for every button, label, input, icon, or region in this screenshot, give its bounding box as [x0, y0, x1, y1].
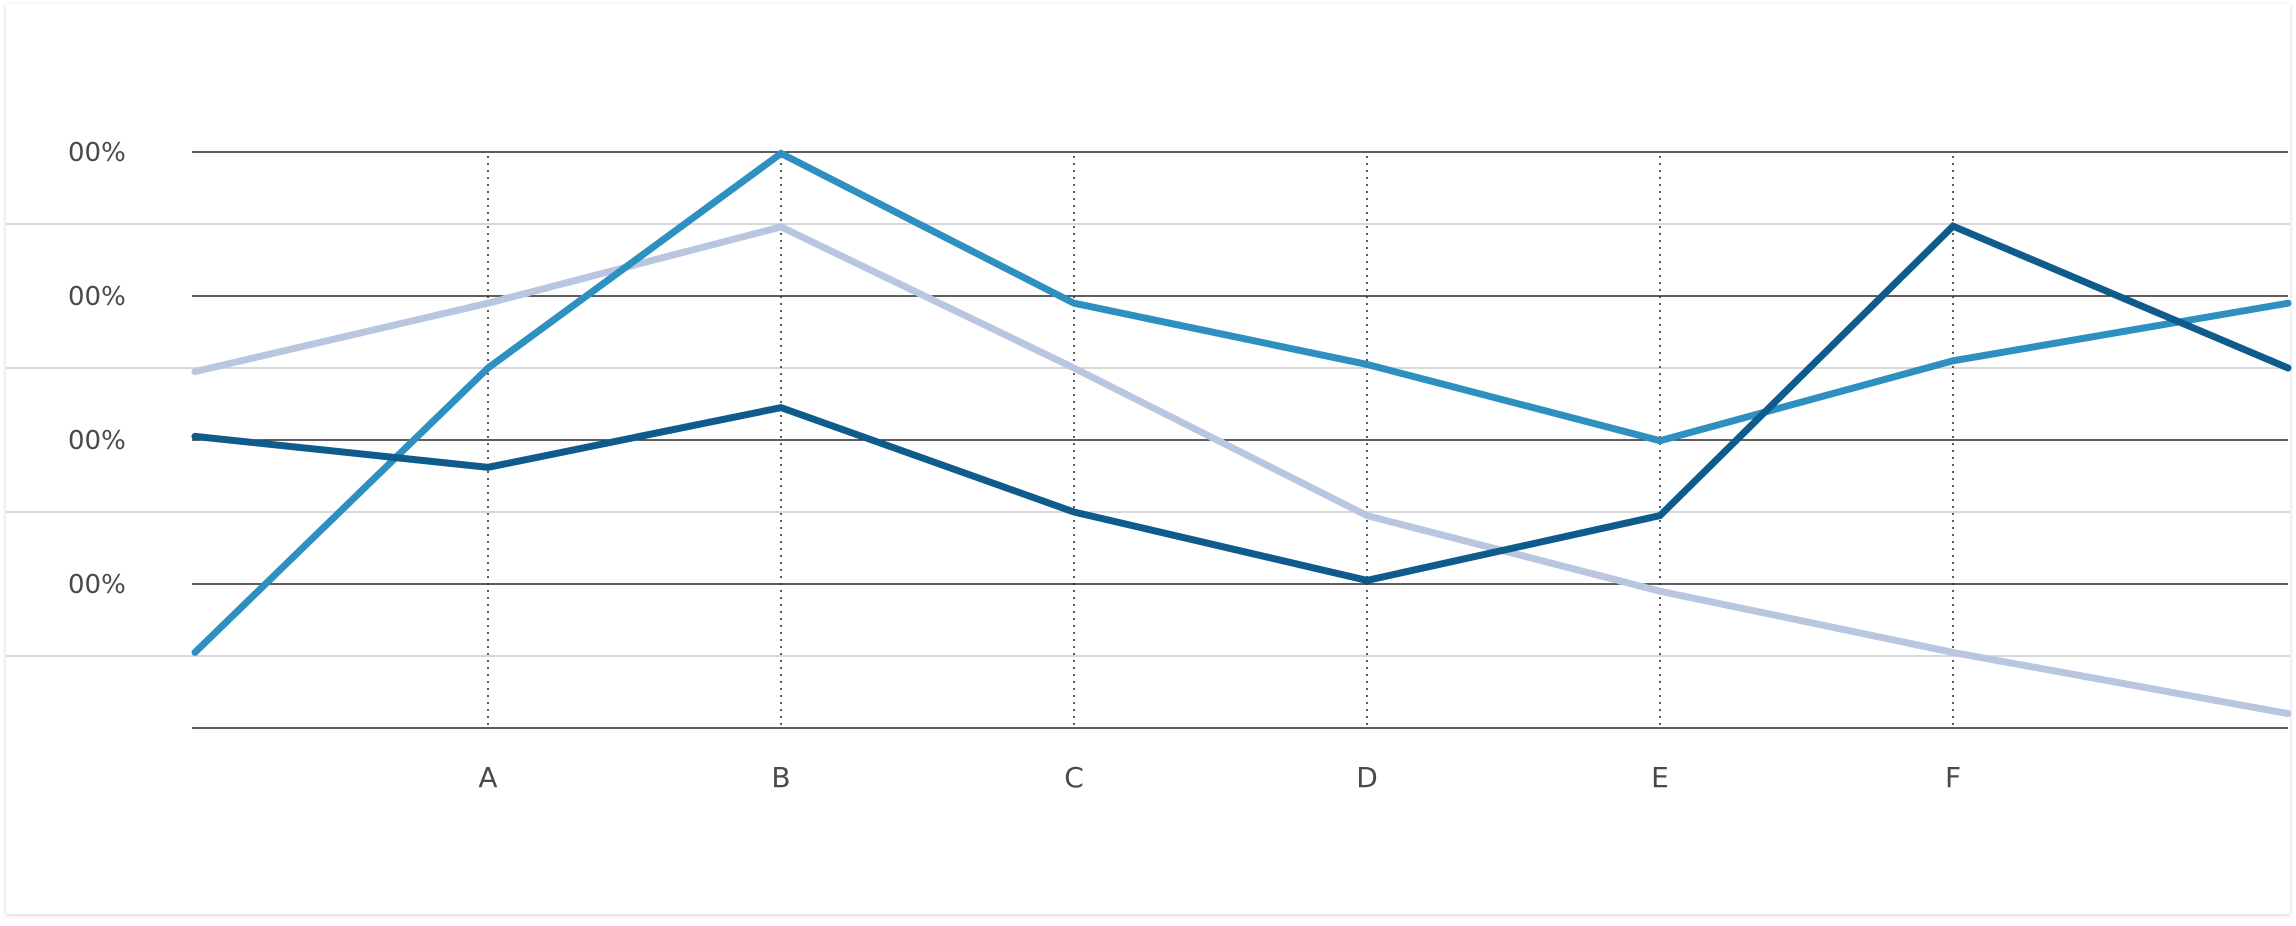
vertical-gridlines — [487, 156, 1954, 728]
series-line-1 — [191, 223, 2292, 718]
x-tick-label-d: D — [1356, 761, 1378, 794]
series-layer — [191, 149, 2292, 718]
y-tick-label-3: 00% — [68, 426, 126, 456]
x-tick-label-b: B — [771, 761, 790, 794]
minor-gridlines — [6, 223, 2290, 657]
y-axis-labels: 00% 00% 00% 00% — [68, 138, 126, 600]
x-tick-label-f: F — [1945, 761, 1961, 794]
series-line-2 — [191, 149, 2292, 656]
major-gridlines — [192, 151, 2288, 729]
y-tick-label-2: 00% — [68, 282, 126, 312]
x-tick-label-a: A — [478, 761, 497, 794]
x-axis-labels: A B C D E F — [478, 761, 1961, 794]
x-tick-label-e: E — [1651, 761, 1669, 794]
x-tick-label-c: C — [1064, 761, 1084, 794]
y-tick-label-4: 00% — [68, 570, 126, 600]
y-tick-label-1: 00% — [68, 138, 126, 168]
series-line-3 — [191, 222, 2292, 584]
